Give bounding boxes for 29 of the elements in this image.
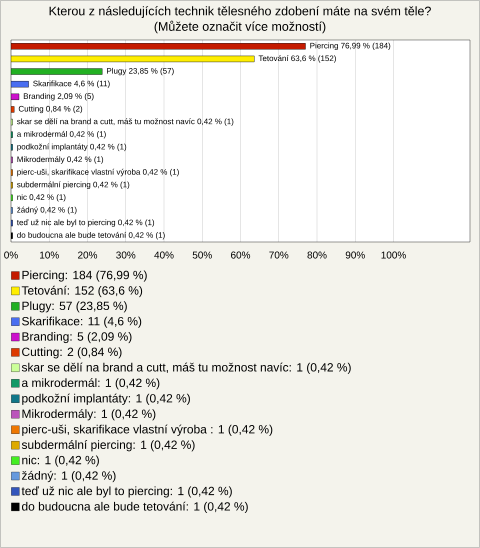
- x-tick-label: 0%: [4, 252, 18, 259]
- x-tick-label: 20%: [78, 252, 98, 259]
- x-tick-label: 50%: [192, 252, 212, 259]
- legend-label: Skarifikace: 11 (4,6 %): [22, 316, 142, 328]
- legend-label: nic: 1 (0,42 %): [22, 456, 99, 467]
- legend-label: Cutting: 2 (0,84 %): [22, 347, 122, 358]
- chart-subtitle: (Můžete označit více možností): [154, 20, 326, 34]
- x-tick-label: 100%: [382, 252, 406, 259]
- x-tick-label: 30%: [116, 252, 136, 259]
- x-tick-label: 70%: [269, 252, 288, 259]
- x-tick-label: 90%: [346, 252, 365, 259]
- legend-label: Mikrodermály: 1 (0,42 %): [22, 409, 156, 420]
- x-tick-label: 60%: [231, 252, 250, 259]
- x-tick-label: 40%: [154, 252, 174, 259]
- legend-label: Plugy: 57 (23,85 %): [22, 301, 127, 312]
- legend-label: Branding: 5 (2,09 %): [22, 332, 132, 344]
- legend-label: žádný: 1 (0,42 %): [22, 470, 116, 482]
- legend-label: Tetování: 152 (63,6 %): [22, 286, 142, 298]
- chart-title: Kterou z následujících technik tělesného zdobení máte na svém těle?: [50, 6, 431, 18]
- x-tick-label: 80%: [307, 252, 327, 259]
- legend-label: skar se dělí na brand a cutt, máš tu možnost navíc: 1 (0,42 %): [22, 362, 351, 374]
- legend-label: teď už nic ale byl to piercing: 1 (0,42 %): [22, 486, 232, 498]
- legend-label: podkožní implantáty: 1 (0,42 %): [22, 394, 190, 405]
- legend-label: pierc-uši, skarifikace vlastní výroba : 1 (0,42 %): [22, 424, 272, 436]
- legend-label: Piercing: 184 (76,99 %): [22, 270, 147, 282]
- legend-label: do budoucna ale bude tetování: 1 (0,42 %): [22, 502, 248, 514]
- x-tick-label: 10%: [40, 252, 59, 259]
- legend-label: subdermální piercing: 1 (0,42 %): [22, 440, 195, 452]
- legend-label: a mikrodermál: 1 (0,42 %): [22, 378, 160, 390]
